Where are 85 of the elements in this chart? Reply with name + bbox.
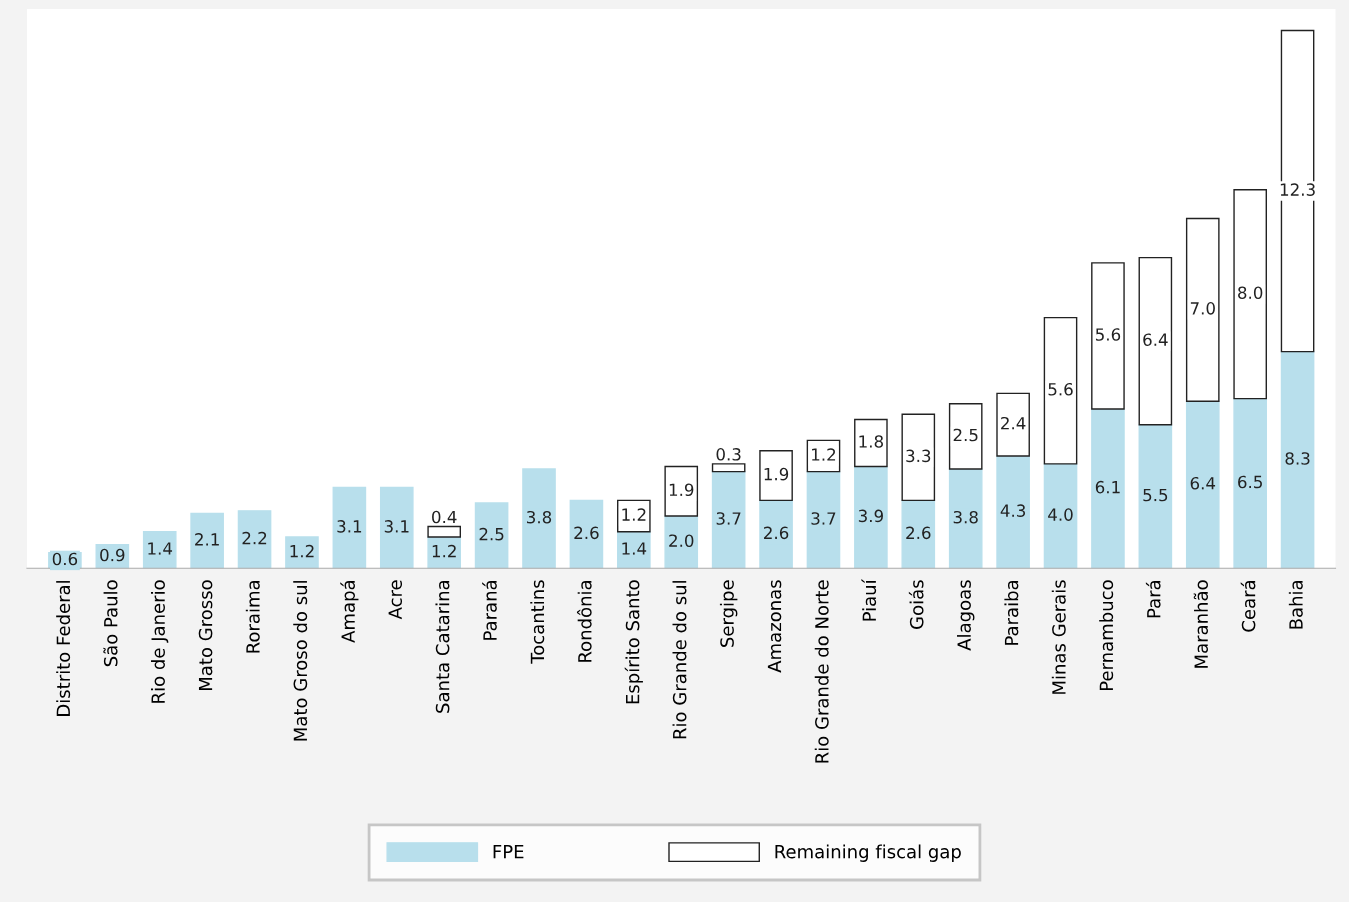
data-label: 1.4 — [148, 542, 173, 555]
data-label: 3.3 — [906, 449, 931, 463]
x-tick-label: Paraná — [482, 581, 497, 640]
data-label: 2.0 — [669, 534, 694, 547]
data-label: 2.4 — [1001, 416, 1026, 430]
x-tick-label: Roraima — [245, 581, 260, 653]
legend-label: Remaining fiscal gap — [775, 844, 961, 862]
legend-label: FPE — [493, 845, 524, 859]
bar — [711, 463, 746, 473]
data-label: 1.4 — [622, 542, 647, 555]
x-tick-label: Tocantins — [530, 580, 545, 664]
data-label: 1.2 — [290, 544, 314, 558]
data-label: 0.3 — [716, 448, 741, 461]
data-label: 3.8 — [953, 510, 978, 524]
bar — [1185, 217, 1220, 402]
data-label: 7.0 — [1190, 302, 1215, 315]
data-label: 2.1 — [195, 533, 219, 546]
bar — [1138, 423, 1173, 569]
data-label: 2.5 — [479, 527, 504, 541]
data-label: 6.5 — [1238, 475, 1262, 489]
bar — [1091, 408, 1125, 569]
data-label: 3.8 — [527, 510, 552, 524]
data-label: 1.2 — [432, 544, 456, 558]
data-label: 3.1 — [384, 520, 409, 533]
data-label: 8.0 — [1238, 286, 1263, 300]
data-label: 0.6 — [52, 552, 78, 566]
data-label: 3.7 — [811, 512, 836, 525]
bar — [1233, 189, 1267, 400]
data-label: 1.8 — [859, 435, 883, 448]
bar — [1138, 256, 1173, 426]
data-label: 6.1 — [1095, 480, 1120, 494]
bar — [1185, 400, 1220, 569]
x-tick-label: Sergipe — [719, 580, 738, 647]
x-tick-label: Mato Grosso — [198, 580, 213, 691]
data-label: 2.6 — [906, 526, 931, 540]
x-tick-label: Rio Grande do sul — [672, 581, 687, 739]
data-label: 0.4 — [432, 510, 457, 524]
bar — [427, 525, 462, 538]
data-label: 2.6 — [764, 526, 789, 540]
x-tick-label: Bahia — [1288, 581, 1303, 629]
data-label: 5.5 — [1143, 488, 1168, 502]
data-label: 3.9 — [858, 509, 883, 523]
x-tick-label: Paraiba — [1004, 581, 1019, 645]
x-tick-label: Acre — [388, 580, 403, 620]
data-label: 5.6 — [1048, 382, 1073, 396]
x-tick-label: Pará — [1145, 581, 1161, 618]
x-tick-label: Ceará — [1240, 581, 1256, 632]
data-label: 1.2 — [812, 448, 836, 461]
data-label: 2.5 — [953, 428, 978, 442]
x-tick-label: Minas Gerais — [1051, 580, 1066, 694]
data-label: 2.2 — [242, 531, 267, 545]
x-tick-label: Espírito Santo — [624, 580, 643, 704]
x-tick-label: Pernambuco — [1099, 580, 1114, 691]
data-label: 3.1 — [337, 520, 362, 533]
bar — [1043, 316, 1078, 465]
x-tick-label: Piauí — [861, 578, 877, 621]
data-label: 3.7 — [716, 512, 741, 525]
x-tick-label: Maranhão — [1193, 580, 1208, 668]
data-label: 12.3 — [1280, 183, 1315, 196]
x-tick-label: Goiás — [908, 580, 924, 629]
x-tick-label: Mato Groso do sul — [293, 581, 308, 741]
x-tick-label: Distrito Federal — [56, 581, 71, 716]
x-tick-label: São Paulo — [103, 580, 118, 667]
bar — [1280, 350, 1315, 569]
x-tick-label: Rondônia — [576, 581, 592, 662]
data-label: 8.3 — [1285, 452, 1310, 465]
data-label: 1.9 — [669, 483, 694, 497]
data-label: 4.0 — [1048, 508, 1073, 521]
x-tick-label: Amazonas — [767, 580, 782, 673]
data-label: 4.3 — [1000, 504, 1026, 517]
data-label: 0.9 — [100, 548, 125, 562]
data-label: 1.9 — [764, 467, 789, 481]
bar — [1091, 262, 1125, 410]
x-tick-label: Amapá — [340, 581, 359, 643]
x-tick-label: Alagoas — [956, 580, 975, 651]
x-tick-label: Rio Grande do Norte — [814, 580, 829, 763]
data-label: 5.6 — [1095, 328, 1121, 341]
x-tick-label: Santa Catarina — [435, 581, 450, 713]
data-label: 6.4 — [1190, 476, 1216, 490]
bar — [1233, 397, 1267, 569]
bar — [1280, 29, 1315, 353]
x-tick-label: Rio de Janerio — [150, 580, 169, 703]
data-label: 2.6 — [574, 526, 599, 540]
data-label: 6.4 — [1143, 333, 1168, 346]
data-label: 1.2 — [622, 508, 646, 521]
